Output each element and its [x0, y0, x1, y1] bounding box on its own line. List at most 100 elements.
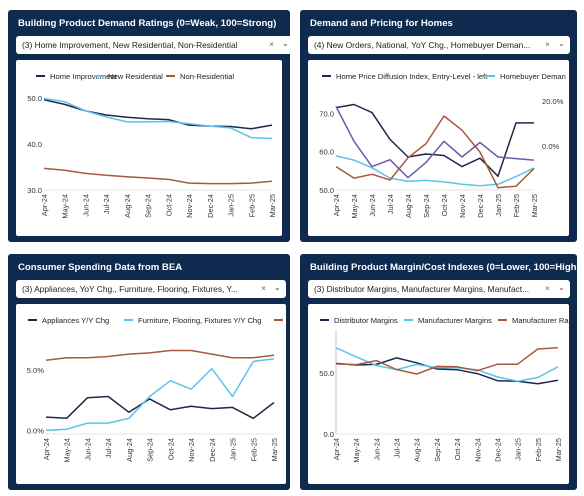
x-tick-label: Dec-24 — [493, 438, 502, 462]
x-tick-label: Aug-24 — [413, 438, 422, 462]
series-line — [335, 347, 559, 382]
chevron-down-icon[interactable]: ⌄ — [282, 39, 289, 48]
legend-label: Homebuyer Deman — [500, 72, 566, 81]
x-tick-label: May-24 — [63, 438, 72, 463]
y2-tick-label: 20.0% — [542, 97, 564, 106]
dropdown-value: (4) New Orders, National, YoY Chg., Home… — [314, 40, 531, 50]
x-tick-label: Jul-24 — [393, 438, 402, 458]
series-line — [45, 358, 275, 432]
x-tick-label: Oct-24 — [166, 438, 175, 460]
x-tick-label: Apr-24 — [332, 194, 341, 216]
x-tick-label: Jul-24 — [104, 438, 113, 458]
clear-x-icon[interactable]: × — [545, 39, 550, 49]
x-tick-label: Feb-25 — [534, 438, 543, 461]
dropdown-value: (3) Distributor Margins, Manufacturer Ma… — [314, 284, 530, 294]
x-tick-label: Oct-24 — [440, 194, 449, 216]
panel-title: Demand and Pricing for Homes — [310, 18, 453, 29]
series-line — [335, 106, 535, 179]
x-tick-label: Feb-25 — [249, 438, 258, 461]
legend-label: Furniture, Flooring, Fixtures Y/Y Chg — [138, 316, 261, 325]
series-select[interactable]: (3) Appliances, YoY Chg., Furniture, Flo… — [16, 280, 286, 298]
x-tick-label: Jul-24 — [102, 194, 111, 214]
x-tick-label: Nov-24 — [187, 438, 196, 462]
x-tick-label: Jun-24 — [372, 438, 381, 461]
x-tick-label: Jul-24 — [386, 194, 395, 214]
y-tick-label: 0.0% — [27, 426, 45, 435]
x-tick-label: Mar-25 — [270, 438, 279, 461]
series-line — [335, 115, 535, 189]
series-select[interactable]: (3) Distributor Margins, Manufacturer Ma… — [308, 280, 570, 298]
series-line — [43, 99, 273, 130]
x-tick-label: Nov-24 — [458, 194, 467, 218]
x-tick-label: Mar-25 — [554, 438, 563, 461]
series-line — [45, 395, 275, 420]
y-tick-label: 50.0 — [27, 94, 42, 103]
x-tick-label: Jan-25 — [229, 438, 238, 461]
y-tick-label: 50.0 — [319, 369, 334, 378]
x-tick-label: Oct-24 — [453, 438, 462, 460]
x-tick-label: Aug-24 — [123, 194, 132, 218]
panel-consumer-spending: Consumer Spending Data from BEA (3) Appl… — [8, 254, 290, 490]
x-tick-label: Jan-25 — [494, 194, 503, 217]
x-tick-label: Feb-25 — [512, 194, 521, 217]
chevron-down-icon[interactable]: ⌄ — [274, 283, 281, 292]
clear-x-icon[interactable]: × — [545, 283, 550, 293]
x-tick-label: Apr-24 — [40, 194, 49, 216]
x-tick-label: Sep-24 — [146, 438, 155, 462]
x-tick-label: Jan-25 — [514, 438, 523, 461]
series-line — [335, 346, 559, 375]
x-tick-label: Dec-24 — [206, 194, 215, 218]
legend-label: Home Improvement — [50, 72, 118, 81]
x-tick-label: Nov-24 — [473, 438, 482, 462]
x-tick-label: Dec-24 — [208, 438, 217, 462]
x-tick-label: Jun-24 — [368, 194, 377, 217]
x-tick-label: Mar-25 — [530, 194, 539, 217]
series-line — [43, 167, 273, 185]
chevron-down-icon[interactable]: ⌄ — [558, 283, 565, 292]
series-line — [43, 97, 273, 140]
legend-label: Appliances Y/Y Chg — [42, 316, 109, 325]
series-select[interactable]: (4) New Orders, National, YoY Chg., Home… — [308, 36, 570, 54]
x-tick-label: Jan-25 — [227, 194, 236, 217]
panel-title: Building Product Margin/Cost Indexes (0=… — [310, 262, 584, 273]
panel-margin-cost: Building Product Margin/Cost Indexes (0=… — [300, 254, 584, 490]
series-select[interactable]: (3) Home Improvement, New Residential, N… — [16, 36, 294, 54]
chart-container: Appliances Y/Y Chg Furniture, Flooring, F… — [16, 304, 286, 484]
panel-demand-pricing: Demand and Pricing for Homes (4) New Ord… — [300, 10, 577, 242]
x-tick-label: Aug-24 — [404, 194, 413, 218]
x-tick-label: Jun-24 — [83, 438, 92, 461]
chart-container: Home Improvement New Residential Non-Resid… — [16, 60, 282, 236]
legend-label: Manufacturer Ra — [512, 316, 569, 325]
y-tick-label: 40.0 — [27, 140, 42, 149]
x-tick-label: Apr-24 — [332, 438, 341, 460]
x-tick-label: Dec-24 — [476, 194, 485, 218]
y-tick-label: 60.0 — [319, 148, 334, 157]
x-tick-label: Mar-25 — [268, 194, 277, 217]
clear-x-icon[interactable]: × — [269, 39, 274, 49]
x-tick-label: May-24 — [350, 194, 359, 219]
y-tick-label: 50.0 — [319, 186, 334, 195]
x-tick-label: Jun-24 — [81, 194, 90, 217]
chart-container: Home Price Diffusion Index, Entry-Level … — [308, 60, 569, 236]
y-tick-label: 0.0 — [323, 430, 334, 439]
legend-label: Non-Residential — [180, 72, 234, 81]
clear-x-icon[interactable]: × — [261, 283, 266, 293]
margin-cost-chart: Distributor Margins Manufacturer Margins M… — [319, 316, 569, 463]
x-tick-label: Feb-25 — [247, 194, 256, 217]
dropdown-value: (3) Appliances, YoY Chg., Furniture, Flo… — [22, 284, 238, 294]
panel-title: Consumer Spending Data from BEA — [18, 262, 183, 273]
x-tick-label: Aug-24 — [125, 438, 134, 462]
panel-demand-ratings: Building Product Demand Ratings (0=Weak,… — [8, 10, 294, 242]
y-tick-label: 5.0% — [27, 366, 45, 375]
y-tick-label: 70.0 — [319, 109, 334, 118]
x-tick-label: Apr-24 — [42, 438, 51, 460]
y2-tick-label: 0.0% — [542, 142, 560, 151]
chevron-down-icon[interactable]: ⌄ — [558, 39, 565, 48]
legend-label: Home Price Diffusion Index, Entry-Level … — [336, 72, 488, 81]
dropdown-value: (3) Home Improvement, New Residential, N… — [22, 40, 238, 50]
x-tick-label: Sep-24 — [433, 438, 442, 462]
x-tick-label: Sep-24 — [422, 194, 431, 218]
series-line — [45, 349, 275, 361]
legend-label: New Residential — [108, 72, 163, 81]
